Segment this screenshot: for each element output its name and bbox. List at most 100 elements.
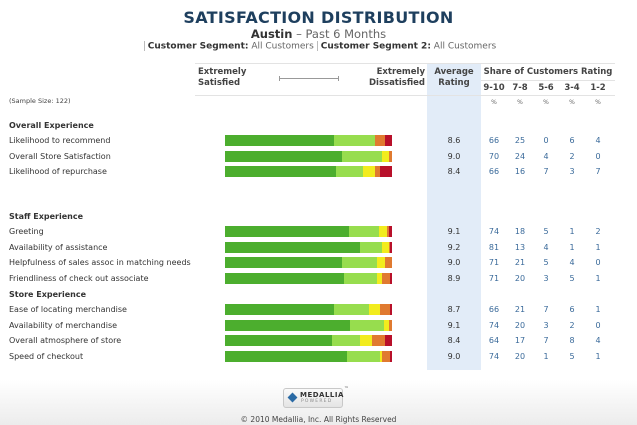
percent-label: % (543, 99, 549, 106)
share-value[interactable]: 2 (569, 320, 575, 330)
share-value[interactable]: 7 (543, 167, 549, 177)
share-value[interactable]: 74 (488, 351, 500, 361)
distribution-bar[interactable] (225, 257, 392, 269)
share-value[interactable]: 20 (514, 351, 526, 361)
average-rating: 8.4 (447, 336, 461, 346)
distribution-bar[interactable] (225, 150, 392, 162)
share-value[interactable]: 21 (514, 258, 526, 268)
bar-segment-7-8 (334, 304, 369, 315)
share-value[interactable]: 3 (543, 320, 549, 330)
distribution-bar[interactable] (225, 166, 392, 178)
share-value[interactable]: 1 (595, 242, 601, 252)
share-value[interactable]: 6 (569, 136, 575, 145)
segment-value[interactable]: All Customers (251, 41, 314, 52)
bucket-divider (481, 80, 615, 81)
bar-segment-1-2 (390, 350, 392, 362)
share-value[interactable]: 25 (514, 136, 526, 145)
share-value[interactable]: 0 (595, 151, 601, 161)
share-value[interactable]: 4 (569, 258, 575, 268)
share-value[interactable]: 5 (569, 351, 575, 361)
distribution-bar[interactable] (225, 319, 392, 331)
distribution-bar[interactable] (225, 335, 392, 347)
share-value[interactable]: 7 (543, 336, 549, 346)
share-value[interactable]: 20 (514, 320, 526, 330)
share-value[interactable]: 24 (514, 151, 526, 161)
distribution-bar[interactable] (225, 135, 392, 146)
share-value[interactable]: 1 (595, 305, 601, 314)
share-value[interactable]: 1 (569, 227, 575, 236)
share-value[interactable]: 8 (569, 336, 575, 346)
share-value[interactable]: 1 (543, 351, 549, 361)
distribution-bar[interactable] (225, 272, 392, 284)
share-value[interactable]: 4 (543, 151, 549, 161)
row-label: Ease of locating merchandise (9, 305, 127, 314)
sample-size: (Sample Size: 122) (9, 97, 71, 105)
bar-segment-1-2 (388, 226, 392, 237)
share-value[interactable]: 3 (543, 273, 549, 283)
share-value[interactable]: 7 (595, 167, 601, 177)
header-text: Rating (438, 78, 470, 88)
segment2-value[interactable]: All Customers (433, 41, 497, 52)
header-text: Extremely (376, 67, 425, 77)
distribution-bar[interactable] (225, 226, 392, 237)
share-value[interactable]: 21 (514, 305, 526, 314)
share-value[interactable]: 71 (488, 258, 500, 268)
share-value[interactable]: 6 (569, 305, 575, 314)
share-value[interactable]: 1 (569, 242, 575, 252)
share-value[interactable]: 17 (514, 336, 526, 346)
share-value[interactable]: 0 (595, 320, 601, 330)
row-label: Overall Store Satisfaction (9, 151, 111, 161)
share-value[interactable]: 0 (543, 136, 549, 145)
bar-segment-5-6 (363, 166, 376, 178)
extremely-dissatisfied-header: Extremely Dissatisfied (365, 67, 425, 89)
bar-segment-9-10 (225, 241, 361, 253)
share-value[interactable]: 4 (595, 136, 601, 145)
segment2-label: Customer Segment 2: (320, 41, 431, 52)
trademark: ™ (344, 386, 349, 392)
share-value[interactable]: 64 (488, 336, 500, 346)
share-value[interactable]: 66 (488, 136, 500, 145)
share-value[interactable]: 7 (543, 305, 549, 314)
share-value[interactable]: 0 (595, 258, 601, 268)
distribution-bar[interactable] (225, 241, 392, 253)
share-value[interactable]: 66 (488, 167, 500, 177)
share-value[interactable]: 2 (595, 227, 601, 236)
bar-segment-7-8 (334, 135, 376, 146)
share-value[interactable]: 74 (488, 320, 500, 330)
share-value[interactable]: 66 (488, 305, 500, 314)
bar-segment-3-4 (388, 241, 391, 253)
share-value[interactable]: 2 (569, 151, 575, 161)
header-text: Dissatisfied (368, 78, 425, 88)
share-value[interactable]: 13 (514, 242, 526, 252)
share-value[interactable]: 18 (514, 227, 526, 236)
share-value[interactable]: 70 (488, 151, 500, 161)
share-value[interactable]: 16 (514, 167, 526, 177)
bar-segment-3-4 (375, 166, 381, 178)
share-value[interactable]: 20 (514, 273, 526, 283)
share-value[interactable]: 3 (569, 167, 575, 177)
bar-segment-3-4 (388, 319, 392, 331)
share-value[interactable]: 5 (543, 258, 549, 268)
share-value[interactable]: 5 (569, 273, 575, 283)
share-value[interactable]: 5 (543, 227, 549, 236)
bar-segment-3-4 (371, 335, 386, 347)
share-value[interactable]: 71 (488, 273, 500, 283)
bar-segment-9-10 (225, 335, 332, 347)
average-rating: 9.1 (447, 227, 461, 236)
row-label: Likelihood of repurchase (9, 167, 107, 177)
bar-segment-5-6 (360, 335, 372, 347)
distribution-bar[interactable] (225, 350, 392, 362)
share-value[interactable]: 1 (595, 273, 601, 283)
bar-segment-9-10 (225, 226, 349, 237)
share-value[interactable]: 74 (488, 227, 500, 236)
section-heading: Overall Experience (9, 121, 94, 130)
share-value[interactable]: 81 (488, 242, 500, 252)
share-value[interactable]: 4 (543, 242, 549, 252)
bar-segment-7-8 (347, 350, 381, 362)
medallia-logo[interactable]: MEDALLIA POWERED (283, 388, 343, 408)
row-label: Likelihood to recommend (9, 136, 111, 145)
share-value[interactable]: 1 (595, 351, 601, 361)
average-rating: 8.6 (447, 136, 461, 145)
share-value[interactable]: 4 (595, 336, 601, 346)
distribution-bar[interactable] (225, 304, 392, 315)
